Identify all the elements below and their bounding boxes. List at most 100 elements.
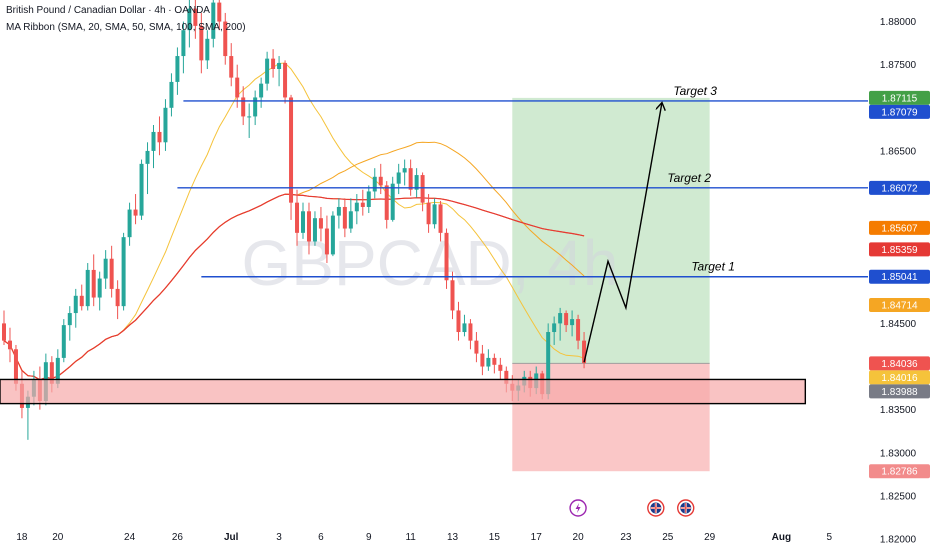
candle bbox=[474, 332, 479, 363]
candle-body bbox=[390, 183, 395, 220]
candle-body bbox=[61, 325, 66, 358]
candle-body bbox=[306, 211, 311, 242]
flag-event-icon[interactable] bbox=[677, 499, 695, 517]
lightning-event-icon[interactable] bbox=[569, 499, 587, 517]
flag-event-icon[interactable] bbox=[647, 499, 665, 517]
price-label-box bbox=[869, 297, 930, 312]
candle-body bbox=[13, 349, 18, 384]
candle bbox=[151, 125, 156, 169]
y-tick-label: 1.83500 bbox=[880, 405, 917, 416]
candle bbox=[277, 56, 282, 87]
candle-body bbox=[247, 116, 252, 118]
chart-title[interactable]: British Pound / Canadian Dollar · 4h · O… bbox=[6, 5, 210, 16]
candle-body bbox=[193, 8, 198, 26]
candle bbox=[271, 49, 276, 78]
candle-body bbox=[426, 202, 431, 225]
candle-body bbox=[301, 211, 305, 233]
candle bbox=[127, 202, 132, 246]
candle-body bbox=[318, 218, 323, 229]
candle-body bbox=[283, 62, 288, 98]
x-tick-label: Aug bbox=[772, 532, 791, 543]
candle-body bbox=[145, 150, 150, 164]
candle bbox=[354, 194, 359, 225]
candle bbox=[360, 189, 365, 216]
candle bbox=[576, 314, 581, 350]
candle-body bbox=[133, 209, 138, 216]
candle-body bbox=[342, 206, 347, 229]
candle-body bbox=[480, 353, 485, 367]
projection-path[interactable] bbox=[583, 104, 662, 363]
target-2-label: Target 2 bbox=[667, 171, 711, 185]
candle bbox=[438, 200, 443, 242]
candle bbox=[211, 0, 216, 48]
price-label-box bbox=[869, 104, 930, 119]
target-3-label: Target 1 bbox=[691, 260, 735, 274]
y-tick-label: 1.82000 bbox=[880, 535, 917, 546]
price-label: 1.85041 bbox=[869, 269, 930, 284]
candle-body bbox=[564, 313, 569, 326]
candle bbox=[402, 159, 407, 186]
candle bbox=[2, 310, 6, 345]
candle-body bbox=[103, 258, 108, 279]
x-tick-label: 13 bbox=[447, 532, 459, 543]
candle bbox=[444, 228, 449, 289]
candle bbox=[73, 288, 78, 328]
candle bbox=[175, 47, 180, 95]
candle-body bbox=[217, 2, 222, 22]
candle-body bbox=[175, 56, 180, 82]
y-tick-label: 1.88000 bbox=[880, 17, 917, 28]
price-label-text: 1.85041 bbox=[881, 272, 918, 283]
candle bbox=[492, 353, 497, 374]
candle-body bbox=[414, 175, 419, 190]
price-label: 1.84036 bbox=[869, 356, 930, 371]
candle-body bbox=[55, 357, 60, 384]
candle bbox=[259, 77, 264, 108]
candle-body bbox=[552, 323, 557, 333]
price-label: 1.85359 bbox=[869, 242, 930, 257]
x-tick-label: 20 bbox=[573, 532, 585, 543]
candle bbox=[414, 168, 419, 198]
candle bbox=[241, 86, 246, 126]
candle-body bbox=[474, 340, 479, 354]
candle-body bbox=[253, 97, 258, 117]
price-label-box bbox=[869, 269, 930, 284]
candle-body bbox=[312, 218, 317, 242]
candle-body bbox=[558, 313, 563, 324]
candle bbox=[139, 159, 144, 220]
x-tick-label: 18 bbox=[16, 532, 28, 543]
indicator-legend[interactable]: MA Ribbon (SMA, 20, SMA, 50, SMA, 100, S… bbox=[6, 22, 246, 33]
x-tick-label: 9 bbox=[366, 532, 372, 543]
price-label-text: 1.84714 bbox=[881, 300, 918, 311]
candle-body bbox=[372, 176, 377, 192]
candle bbox=[378, 163, 383, 195]
candle bbox=[582, 332, 587, 369]
candle-body bbox=[241, 97, 246, 117]
candle bbox=[193, 0, 198, 39]
x-tick-label: 25 bbox=[662, 532, 674, 543]
candle bbox=[462, 314, 467, 337]
price-label-box bbox=[869, 370, 930, 385]
candle-body bbox=[582, 340, 587, 364]
candle bbox=[306, 202, 311, 255]
x-tick-label: 6 bbox=[318, 532, 324, 543]
candle bbox=[199, 12, 204, 74]
candle bbox=[450, 271, 455, 320]
price-label-box bbox=[869, 90, 930, 105]
candle-body bbox=[420, 175, 425, 203]
candle bbox=[145, 142, 150, 195]
x-tick-label: 3 bbox=[276, 532, 282, 543]
candle bbox=[384, 181, 389, 229]
candle bbox=[283, 60, 288, 104]
candle-body bbox=[330, 215, 335, 255]
price-label-text: 1.87115 bbox=[882, 93, 918, 104]
candle bbox=[169, 73, 174, 117]
candle-body bbox=[91, 269, 96, 298]
support-zone[interactable] bbox=[0, 378, 807, 405]
candle-body bbox=[73, 295, 78, 314]
y-tick-label: 1.87500 bbox=[880, 60, 917, 71]
candle bbox=[67, 306, 72, 341]
candle-body bbox=[109, 258, 114, 289]
candle bbox=[205, 30, 210, 69]
candle bbox=[187, 0, 192, 48]
